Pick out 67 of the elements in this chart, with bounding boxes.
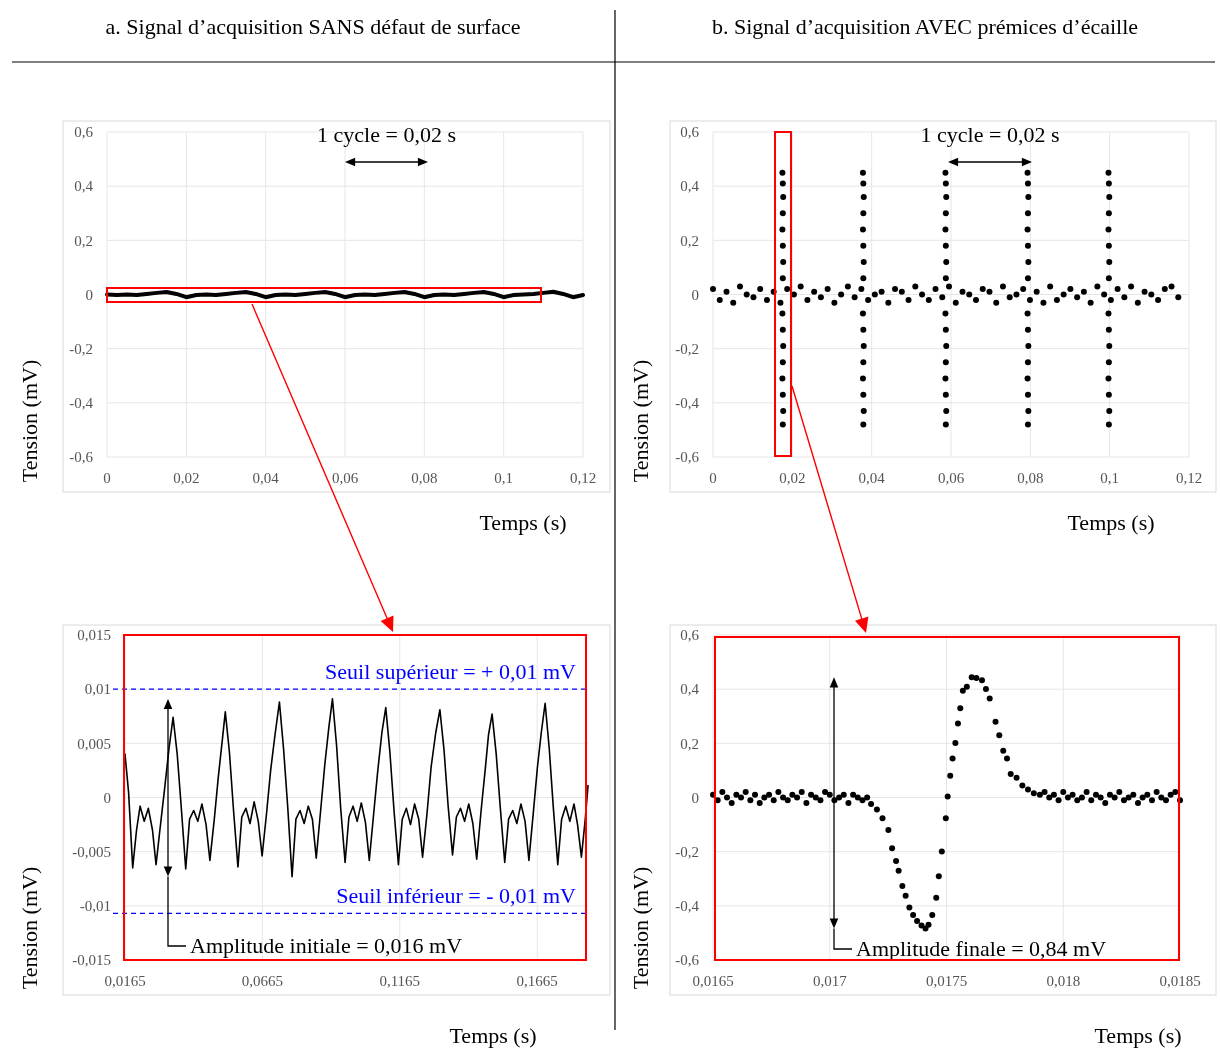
ref-line-label: Seuil inférieur = - 0,01 mV — [336, 883, 577, 909]
x-tick-label: 0,0165 — [692, 973, 734, 989]
x-tick-label: 0,1665 — [516, 973, 558, 989]
annotation: Amplitude initiale = 0,016 mV — [190, 933, 463, 958]
y-tick-label: 0 — [691, 286, 699, 303]
chart-title: b. Signal d’acquisition AVEC prémices d’écaille — [711, 14, 1139, 39]
x-tick-label: 0,12 — [1175, 470, 1203, 486]
x-tick-label: 0,1 — [1100, 470, 1120, 486]
y-tick-label: 0,4 — [680, 681, 700, 698]
x-tick-label: 0,08 — [1017, 470, 1044, 486]
y-axis-title: Tension (mV) — [628, 866, 653, 990]
x-tick-label: 0,06 — [331, 470, 359, 486]
x-tick-label: 0,017 — [812, 973, 848, 989]
x-tick-label: 0,04 — [252, 470, 280, 486]
x-tick-label: 0,02 — [779, 470, 806, 486]
y-tick-label: 0 — [691, 789, 699, 806]
x-axis-title: Temps (s) — [449, 1023, 537, 1048]
y-tick-label: 0,01 — [84, 681, 111, 698]
x-tick-label: 0,018 — [1046, 973, 1081, 989]
y-tick-label: 0 — [103, 789, 111, 806]
y-tick-label: 0,4 — [74, 178, 94, 195]
y-tick-label: -0,6 — [675, 952, 700, 969]
y-tick-label: -0,6 — [69, 449, 94, 466]
y-tick-label: -0,4 — [69, 395, 94, 412]
x-axis-title: Temps (s) — [1094, 1023, 1182, 1048]
y-tick-label: -0,2 — [69, 340, 93, 357]
y-tick-label: -0,2 — [675, 843, 699, 860]
x-tick-label: 0,0185 — [1159, 973, 1201, 989]
x-tick-label: 0,0665 — [241, 973, 284, 989]
x-tick-label: 0 — [709, 470, 717, 486]
chart-title: a. Signal d’acquisition SANS défaut de surface — [105, 14, 521, 39]
ref-line-label: Seuil supérieur = + 0,01 mV — [325, 659, 577, 685]
y-tick-label: 0,2 — [680, 735, 699, 752]
x-tick-label: 0,08 — [411, 470, 438, 486]
y-tick-label: -0,6 — [675, 449, 700, 466]
y-tick-label: 0 — [85, 286, 93, 303]
y-tick-label: 0,005 — [77, 735, 111, 752]
y-tick-label: 0,015 — [77, 627, 111, 644]
x-tick-label: 0,0175 — [925, 973, 968, 989]
x-tick-label: 0,1 — [494, 470, 514, 486]
x-tick-label: 0,1165 — [379, 973, 421, 989]
x-axis-title: Temps (s) — [1067, 510, 1155, 535]
y-tick-label: 0,4 — [680, 178, 700, 195]
y-tick-label: 0,2 — [74, 232, 93, 249]
y-tick-label: 0,2 — [680, 232, 699, 249]
annotation: 1 cycle = 0,02 s — [317, 122, 456, 147]
x-axis-title: Temps (s) — [479, 510, 567, 535]
x-tick-label: 0,0165 — [104, 973, 146, 989]
y-tick-label: 0,6 — [680, 627, 700, 644]
y-tick-label: -0,4 — [675, 898, 700, 915]
y-tick-label: -0,4 — [675, 395, 700, 412]
y-tick-label: -0,01 — [79, 898, 111, 915]
x-tick-label: 0,06 — [937, 470, 965, 486]
x-tick-label: 0,12 — [569, 470, 597, 486]
annotation: 1 cycle = 0,02 s — [920, 122, 1060, 147]
y-axis-title: Tension (mV) — [17, 866, 42, 990]
annotation: Amplitude finale = 0,84 mV — [856, 936, 1107, 961]
y-tick-label: 0,6 — [74, 124, 94, 141]
line-series — [124, 698, 589, 878]
y-tick-label: -0,015 — [72, 952, 111, 969]
y-tick-label: 0,6 — [680, 124, 700, 141]
y-axis-title: Tension (mV) — [628, 359, 653, 483]
x-tick-label: 0,04 — [858, 470, 886, 486]
y-tick-label: -0,2 — [675, 340, 699, 357]
y-axis-title: Tension (mV) — [17, 359, 42, 483]
y-tick-label: -0,005 — [72, 843, 111, 860]
x-tick-label: 0,02 — [173, 470, 200, 486]
